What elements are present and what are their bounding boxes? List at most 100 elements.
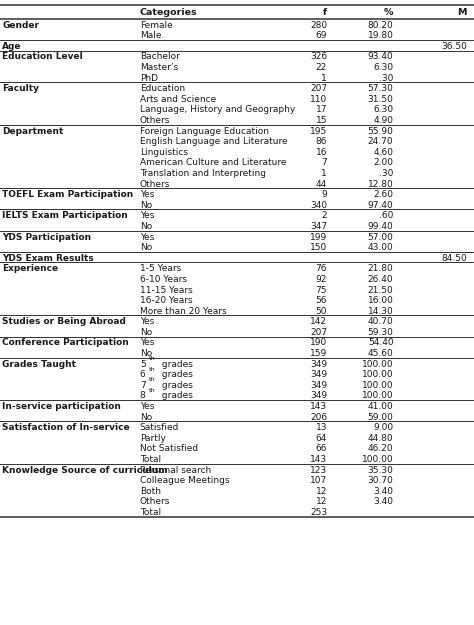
Text: Yes: Yes — [140, 318, 154, 326]
Text: 100.00: 100.00 — [362, 370, 393, 379]
Text: Categories: Categories — [140, 8, 198, 18]
Text: 59.30: 59.30 — [367, 328, 393, 337]
Text: grades: grades — [159, 370, 192, 379]
Text: 12: 12 — [316, 498, 327, 506]
Text: Female: Female — [140, 21, 173, 29]
Text: YDS Exam Results: YDS Exam Results — [2, 254, 94, 262]
Text: 2.00: 2.00 — [374, 158, 393, 168]
Text: Yes: Yes — [140, 211, 154, 221]
Text: 66: 66 — [316, 444, 327, 453]
Text: 100.00: 100.00 — [362, 381, 393, 390]
Text: American Culture and Literature: American Culture and Literature — [140, 158, 286, 168]
Text: 75: 75 — [316, 286, 327, 294]
Text: Partly: Partly — [140, 434, 166, 443]
Text: grades: grades — [159, 381, 192, 390]
Text: Education Level: Education Level — [2, 52, 83, 61]
Text: 46.20: 46.20 — [368, 444, 393, 453]
Text: Foreign Language Education: Foreign Language Education — [140, 127, 269, 136]
Text: 31.50: 31.50 — [367, 95, 393, 104]
Text: 30.70: 30.70 — [367, 476, 393, 485]
Text: 100.00: 100.00 — [362, 391, 393, 401]
Text: 14.30: 14.30 — [368, 307, 393, 316]
Text: TOEFL Exam Participation: TOEFL Exam Participation — [2, 190, 134, 199]
Text: M: M — [457, 8, 467, 18]
Text: 3.40: 3.40 — [374, 498, 393, 506]
Text: 13: 13 — [316, 423, 327, 432]
Text: 123: 123 — [310, 466, 327, 474]
Text: Not Satisfied: Not Satisfied — [140, 444, 198, 453]
Text: More than 20 Years: More than 20 Years — [140, 307, 227, 316]
Text: Yes: Yes — [140, 232, 154, 241]
Text: 69: 69 — [316, 31, 327, 40]
Text: Satisfied: Satisfied — [140, 423, 179, 432]
Text: 159: 159 — [310, 349, 327, 358]
Text: 7: 7 — [140, 381, 146, 390]
Text: 44: 44 — [316, 179, 327, 189]
Text: 99.40: 99.40 — [368, 222, 393, 231]
Text: 143: 143 — [310, 455, 327, 464]
Text: 107: 107 — [310, 476, 327, 485]
Text: 22: 22 — [316, 63, 327, 72]
Text: No: No — [140, 243, 152, 252]
Text: 150: 150 — [310, 243, 327, 252]
Text: 7: 7 — [321, 158, 327, 168]
Text: 19.80: 19.80 — [367, 31, 393, 40]
Text: %: % — [384, 8, 393, 18]
Text: Yes: Yes — [140, 402, 154, 411]
Text: Education: Education — [140, 84, 185, 93]
Text: 5: 5 — [140, 359, 146, 369]
Text: 6: 6 — [140, 370, 146, 379]
Text: Others: Others — [140, 116, 170, 125]
Text: 56: 56 — [316, 296, 327, 305]
Text: 86: 86 — [316, 138, 327, 146]
Text: 16.00: 16.00 — [367, 296, 393, 305]
Text: 11-15 Years: 11-15 Years — [140, 286, 192, 294]
Text: Bachelor: Bachelor — [140, 52, 180, 61]
Text: Total: Total — [140, 508, 161, 517]
Text: 43.00: 43.00 — [368, 243, 393, 252]
Text: 349: 349 — [310, 370, 327, 379]
Text: Yes: Yes — [140, 190, 154, 199]
Text: 16-20 Years: 16-20 Years — [140, 296, 192, 305]
Text: .60: .60 — [379, 211, 393, 221]
Text: In-service participation: In-service participation — [2, 402, 121, 411]
Text: 36.50: 36.50 — [441, 42, 467, 51]
Text: 143: 143 — [310, 402, 327, 411]
Text: 6.30: 6.30 — [374, 106, 393, 114]
Text: 199: 199 — [310, 232, 327, 241]
Text: 4.60: 4.60 — [374, 148, 393, 157]
Text: No: No — [140, 412, 152, 422]
Text: 24.70: 24.70 — [368, 138, 393, 146]
Text: grades: grades — [159, 391, 192, 401]
Text: 100.00: 100.00 — [362, 359, 393, 369]
Text: 349: 349 — [310, 359, 327, 369]
Text: 54.40: 54.40 — [368, 339, 393, 348]
Text: Yes: Yes — [140, 339, 154, 348]
Text: Arts and Science: Arts and Science — [140, 95, 216, 104]
Text: 44.80: 44.80 — [368, 434, 393, 443]
Text: grades: grades — [159, 359, 192, 369]
Text: th: th — [148, 366, 155, 371]
Text: Studies or Being Abroad: Studies or Being Abroad — [2, 318, 126, 326]
Text: Others: Others — [140, 179, 170, 189]
Text: 12: 12 — [316, 487, 327, 496]
Text: Department: Department — [2, 127, 64, 136]
Text: 4.90: 4.90 — [374, 116, 393, 125]
Text: 190: 190 — [310, 339, 327, 348]
Text: Total: Total — [140, 455, 161, 464]
Text: Colleague Meetings: Colleague Meetings — [140, 476, 229, 485]
Text: 349: 349 — [310, 391, 327, 401]
Text: 21.50: 21.50 — [368, 286, 393, 294]
Text: 1: 1 — [321, 169, 327, 178]
Text: 142: 142 — [310, 318, 327, 326]
Text: Knowledge Source of curriculum: Knowledge Source of curriculum — [2, 466, 168, 474]
Text: 207: 207 — [310, 84, 327, 93]
Text: 97.40: 97.40 — [368, 201, 393, 210]
Text: th: th — [148, 377, 155, 382]
Text: 347: 347 — [310, 222, 327, 231]
Text: PhD: PhD — [140, 74, 158, 82]
Text: 1: 1 — [321, 74, 327, 82]
Text: 2.60: 2.60 — [374, 190, 393, 199]
Text: 59.00: 59.00 — [367, 412, 393, 422]
Text: Personal search: Personal search — [140, 466, 211, 474]
